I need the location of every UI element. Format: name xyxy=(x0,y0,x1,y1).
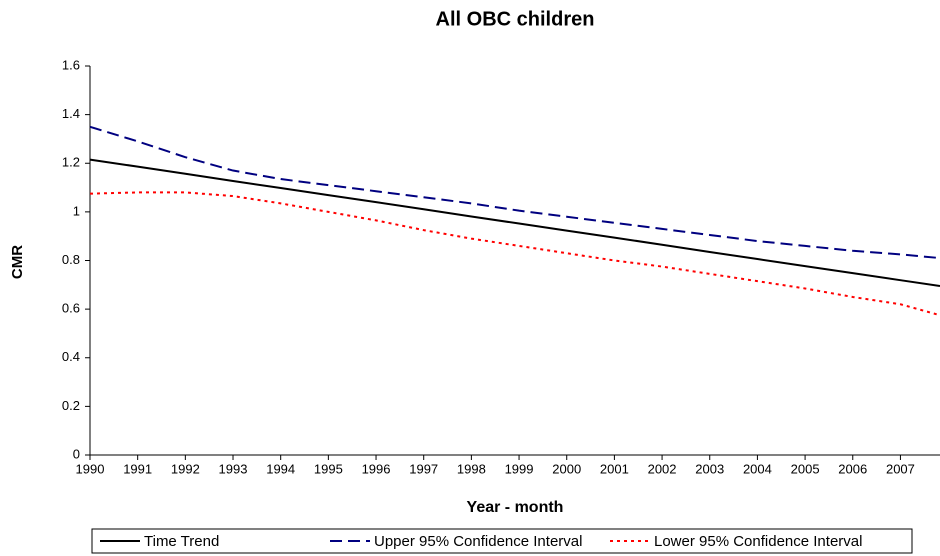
series-line xyxy=(89,191,940,317)
x-tick-label: 2004 xyxy=(743,461,772,476)
x-tick-label: 2001 xyxy=(600,461,629,476)
x-tick-label: 2002 xyxy=(648,461,677,476)
x-tick-label: 1991 xyxy=(123,461,152,476)
x-tick-label: 1994 xyxy=(266,461,295,476)
x-tick-label: 2006 xyxy=(838,461,867,476)
y-tick-label: 1.4 xyxy=(62,106,80,121)
x-tick-label: 1990 xyxy=(76,461,105,476)
legend-label: Lower 95% Confidence Interval xyxy=(654,533,862,550)
x-tick-label: 1993 xyxy=(219,461,248,476)
y-tick-label: 1.2 xyxy=(62,155,80,170)
x-tick-label: 2007 xyxy=(886,461,915,476)
y-tick-label: 0.6 xyxy=(62,301,80,316)
y-tick-label: 0.2 xyxy=(62,398,80,413)
y-tick-label: 0.8 xyxy=(62,252,80,267)
y-tick-label: 0 xyxy=(73,446,80,461)
legend-label: Time Trend xyxy=(144,533,219,550)
x-tick-label: 2005 xyxy=(791,461,820,476)
series-line xyxy=(89,158,940,288)
legend-label: Upper 95% Confidence Interval xyxy=(374,533,582,550)
series-line xyxy=(89,125,940,260)
x-axis-label: Year - month xyxy=(467,499,564,516)
y-axis-label: CMR xyxy=(9,245,26,279)
x-tick-label: 2003 xyxy=(695,461,724,476)
y-tick-label: 0.4 xyxy=(62,349,80,364)
y-tick-label: 1 xyxy=(73,203,80,218)
x-tick-label: 1999 xyxy=(505,461,534,476)
chart-title: All OBC children xyxy=(436,8,595,30)
x-tick-label: 2000 xyxy=(552,461,581,476)
y-tick-label: 1.6 xyxy=(62,57,80,72)
x-tick-label: 1996 xyxy=(362,461,391,476)
legend-box xyxy=(91,528,913,554)
x-tick-label: 1997 xyxy=(409,461,438,476)
x-tick-label: 1998 xyxy=(457,461,486,476)
x-tick-label: 1995 xyxy=(314,461,343,476)
x-tick-label: 1992 xyxy=(171,461,200,476)
